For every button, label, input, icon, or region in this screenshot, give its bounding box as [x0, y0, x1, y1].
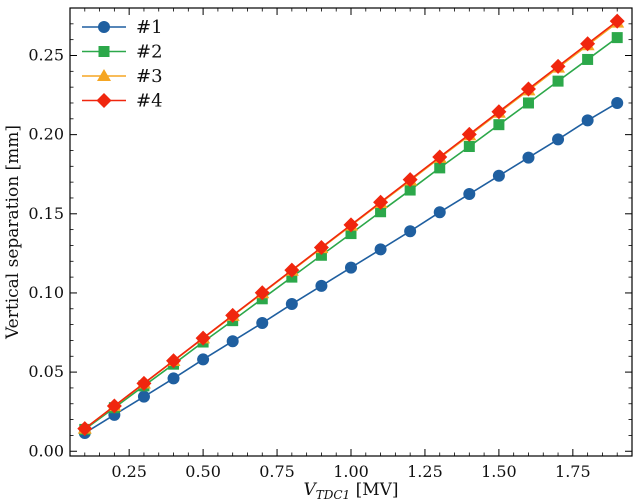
- series-1: [78, 96, 624, 440]
- data-point: [225, 307, 241, 323]
- legend-entry: #4: [82, 91, 163, 112]
- data-point: [313, 240, 329, 256]
- series-4: [77, 13, 625, 437]
- y-tick-label: 0.20: [28, 125, 64, 144]
- data-point: [315, 249, 327, 261]
- x-axis-label: VTDC1 [MV]: [303, 480, 398, 502]
- data-point: [284, 262, 300, 278]
- data-point: [433, 206, 446, 219]
- data-point: [461, 126, 477, 142]
- data-point: [432, 149, 448, 165]
- data-point: [374, 243, 387, 256]
- data-point: [550, 58, 566, 74]
- data-point: [345, 261, 357, 274]
- y-tick-label: 0.00: [28, 441, 64, 460]
- data-point: [373, 194, 389, 210]
- x-tick-label: 0.75: [259, 462, 295, 481]
- x-axis-label-unit: [MV]: [350, 480, 398, 500]
- y-tick-label: 0.25: [28, 45, 64, 64]
- data-point: [582, 53, 594, 65]
- legend-marker: [96, 93, 112, 108]
- data-point: [167, 372, 180, 385]
- data-point: [522, 151, 535, 164]
- x-tick-label: 1.25: [407, 462, 443, 481]
- data-point: [581, 114, 594, 127]
- data-point: [137, 390, 150, 403]
- data-point: [195, 330, 211, 346]
- data-point: [493, 119, 505, 131]
- data-point: [463, 188, 476, 201]
- x-axis-label-main: V: [303, 480, 317, 500]
- data-point: [522, 97, 534, 109]
- legend-label: #4: [136, 91, 163, 112]
- legend-entry: #2: [82, 42, 163, 63]
- legend-entry: #3: [82, 66, 163, 87]
- data-point: [463, 141, 475, 153]
- data-point: [520, 81, 536, 97]
- y-tick-label: 0.05: [28, 362, 64, 381]
- data-point: [491, 104, 507, 120]
- data-point: [285, 298, 298, 311]
- data-point: [611, 96, 624, 109]
- x-axis-label-subscript: TDC1: [316, 488, 350, 502]
- data-point: [77, 421, 93, 437]
- legend-marker: [97, 69, 111, 81]
- data-point: [136, 375, 152, 391]
- x-tick-label: 1.50: [481, 462, 517, 481]
- data-point: [492, 169, 505, 182]
- legend-marker: [98, 46, 110, 57]
- data-point: [609, 13, 625, 29]
- data-point: [197, 353, 210, 366]
- data-point: [106, 398, 122, 414]
- legend-marker: [98, 21, 110, 33]
- data-point: [256, 317, 269, 330]
- legend-label: #2: [136, 42, 163, 63]
- data-point: [402, 172, 418, 188]
- x-tick-label: 1.00: [333, 462, 369, 481]
- series-layer: [77, 13, 625, 440]
- data-point: [226, 335, 239, 348]
- y-tick-label: 0.10: [28, 283, 64, 302]
- data-point: [552, 133, 565, 146]
- legend: #1 #2 #3 #4: [82, 17, 163, 112]
- data-point: [315, 279, 328, 292]
- y-tick-label: 0.15: [28, 204, 64, 223]
- data-point: [343, 217, 359, 233]
- data-point: [375, 206, 387, 218]
- data-point: [552, 75, 564, 87]
- data-point: [254, 285, 270, 301]
- x-tick-label: 0.25: [111, 462, 147, 481]
- x-tick-label: 0.50: [185, 462, 221, 481]
- legend-entry: #1: [82, 17, 163, 38]
- data-point: [404, 225, 417, 238]
- axis-ticks: 0.25 0.50 0.75 1.00 1.25 1.50 1.75 0.00 0.05 0.10…: [28, 8, 633, 481]
- data-point: [345, 228, 357, 240]
- data-point: [166, 353, 182, 369]
- data-point: [434, 162, 446, 174]
- data-point: [404, 184, 416, 196]
- legend-label: #1: [136, 17, 163, 38]
- x-tick-label: 1.75: [555, 462, 591, 481]
- data-point: [580, 36, 596, 52]
- data-point: [611, 32, 623, 44]
- legend-label: #3: [136, 66, 163, 87]
- y-axis-label: Vertical separation [mm]: [3, 125, 23, 340]
